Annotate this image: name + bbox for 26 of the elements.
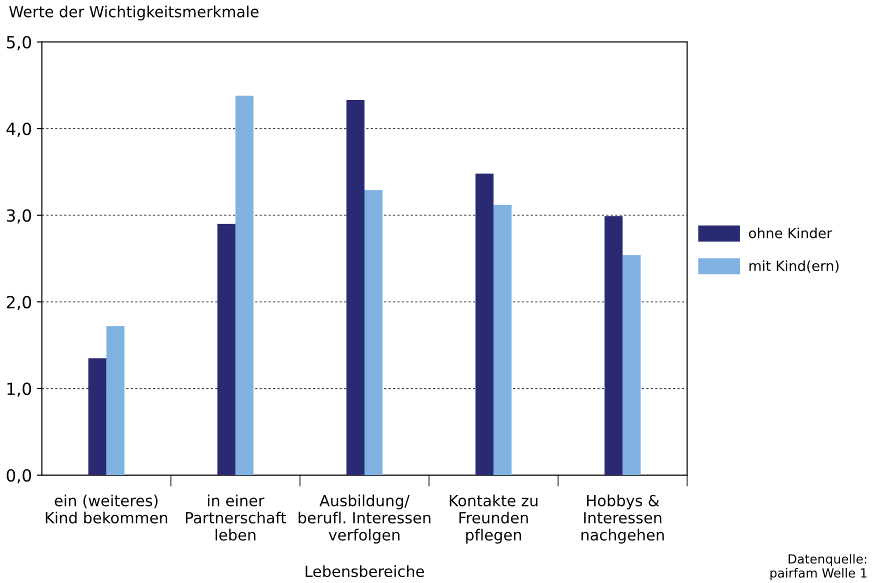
y-tick-label: 1,0 — [7, 382, 32, 397]
bar — [88, 358, 106, 476]
bar — [217, 224, 236, 476]
y-axis-title: Werte der Wichtigkeitsmerkmale — [9, 6, 258, 20]
text: Datenquelle: pairfam Welle 1 — [770, 554, 866, 580]
x-tick-label: Hobbys & Interessen nachgehen — [582, 494, 664, 544]
y-tick-label: 2,0 — [6, 296, 32, 310]
x-axis-title: Lebensbereiche — [306, 565, 424, 578]
legend-label: ohne Kinder — [749, 228, 832, 238]
bar — [622, 255, 641, 476]
x-tick-label: Ausbildung/ berufl. Interessen verfolgen — [298, 494, 430, 544]
bar — [346, 100, 364, 476]
legend-label: mit Kind(ern) — [750, 260, 839, 273]
y-tick-label: 4,0 — [6, 122, 32, 137]
x-tick-label: ein (weiteres) Kind bekommen — [46, 494, 168, 524]
y-tick-label: 5,0 — [6, 36, 32, 50]
bar — [475, 174, 494, 476]
bar — [106, 326, 124, 476]
bar — [604, 216, 623, 476]
y-tick-label: 0,0 — [6, 469, 32, 484]
bar — [494, 204, 512, 476]
x-tick-label: in einer Partnerschaft leben — [186, 494, 286, 541]
bar — [235, 96, 254, 476]
x-tick-label: Kontakte zu Freunden pflegen — [450, 494, 538, 544]
bar — [364, 190, 383, 476]
y-tick-label: 3,0 — [6, 209, 32, 224]
